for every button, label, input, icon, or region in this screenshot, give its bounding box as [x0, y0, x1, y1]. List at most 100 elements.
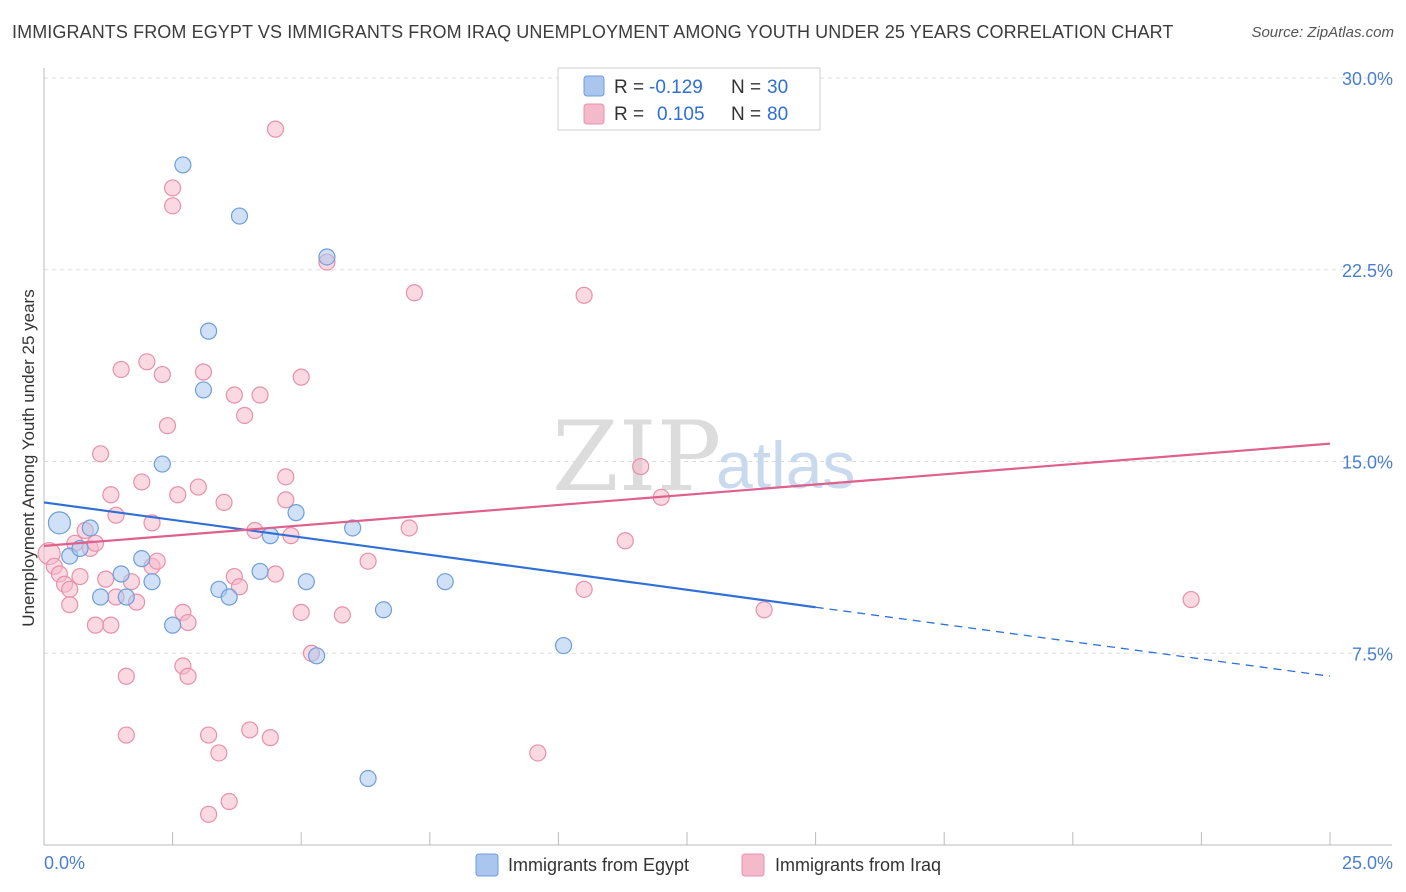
watermark-zip: ZIP: [552, 401, 721, 513]
egypt-point-15: [220, 588, 238, 606]
iraq-point-67: [575, 286, 593, 304]
iraq-point-73: [1182, 590, 1200, 609]
iraq-point-27: [148, 552, 166, 570]
iraq-point-58: [292, 368, 310, 386]
iraq-point-5: [61, 596, 79, 614]
iraq-point-37: [189, 478, 207, 496]
series-legend-label-egypt: Immigrants from Egypt: [508, 855, 689, 875]
egypt-point-9: [153, 455, 171, 473]
iraq-point-14: [102, 486, 120, 504]
legend-r-label-iraq: R =: [614, 104, 644, 125]
egypt-point-19: [287, 504, 305, 522]
y-tick-label-1: 15.0%: [1342, 453, 1393, 473]
series-legend-label-iraq: Immigrants from Iraq: [775, 855, 941, 875]
egypt-trend-line: [43, 501, 816, 609]
iraq-point-50: [251, 386, 269, 404]
y-tick-label-2: 22.5%: [1342, 261, 1393, 281]
iraq-point-69: [616, 532, 634, 550]
iraq-point-7: [71, 567, 89, 586]
egypt-point-6: [117, 588, 135, 606]
iraq-point-28: [153, 365, 171, 384]
iraq-point-41: [210, 744, 228, 762]
iraq-point-39: [200, 805, 218, 823]
chart-title: IMMIGRANTS FROM EGYPT VS IMMIGRANTS FROM…: [12, 22, 1174, 42]
iraq-trend-line: [43, 442, 1331, 547]
egypt-point-4: [91, 588, 110, 606]
iraq-point-11: [86, 616, 105, 634]
egypt-point-11: [174, 156, 192, 174]
egypt-point-22: [318, 248, 336, 266]
iraq-point-48: [241, 721, 259, 739]
legend-swatch-egypt: [583, 75, 605, 97]
iraq-point-65: [529, 744, 547, 762]
iraq-point-70: [632, 458, 650, 476]
grid-lines: [44, 77, 1392, 654]
iraq-point-55: [277, 491, 295, 509]
iraq-point-52: [266, 565, 285, 583]
egypt-trend-extension: [815, 606, 1331, 677]
x-tick-label-max: 25.0%: [1342, 853, 1393, 873]
egypt-point-7: [133, 550, 151, 568]
egypt-point-23: [344, 519, 362, 537]
legend-n-value-egypt: 30: [767, 77, 788, 98]
egypt-point-25: [374, 601, 393, 619]
iraq-point-20: [117, 726, 135, 744]
egypt-point-16: [230, 207, 249, 225]
iraq-point-29: [158, 417, 177, 435]
iraq-point-68: [575, 580, 593, 598]
iraq-point-54: [277, 468, 295, 486]
iraq-point-17: [107, 506, 125, 524]
iraq-point-46: [230, 578, 249, 596]
iraq-point-63: [400, 519, 418, 537]
legend-r-value-iraq: 0.105: [657, 104, 705, 125]
iraq-point-15: [102, 616, 120, 634]
egypt-point-18: [261, 527, 279, 545]
y-tick-labels: 7.5% 15.0% 22.5% 30.0%: [1342, 69, 1393, 664]
y-tick-label-3: 30.0%: [1342, 69, 1393, 89]
legend-n-label-iraq: N =: [731, 104, 761, 125]
legend-n-value-iraq: 80: [767, 104, 788, 125]
iraq-point-30: [164, 179, 182, 197]
iraq-point-42: [215, 493, 233, 512]
iraq-point-19: [117, 667, 135, 685]
egypt-point-17: [251, 562, 269, 581]
egypt-points: [47, 156, 573, 788]
egypt-point-24: [359, 769, 377, 788]
iraq-points: [37, 82, 1200, 823]
iraq-point-47: [236, 406, 254, 425]
iraq-point-51: [261, 729, 279, 747]
iraq-point-72: [755, 601, 773, 619]
egypt-point-10: [164, 616, 182, 634]
correlation-legend: R = -0.129 N = 30 R = 0.105 N = 80: [557, 67, 821, 131]
egypt-point-5: [112, 565, 130, 583]
iraq-point-62: [359, 552, 377, 570]
iraq-point-38: [194, 363, 213, 381]
iraq-point-18: [112, 360, 130, 379]
iraq-point-31: [164, 197, 182, 215]
iraq-point-53: [266, 120, 285, 138]
iraq-point-43: [220, 792, 238, 811]
egypt-point-13: [200, 322, 218, 340]
egypt-point-12: [194, 381, 213, 399]
egypt-point-8: [143, 573, 161, 591]
iraq-point-35: [179, 667, 197, 685]
iraq-point-32: [169, 486, 187, 504]
iraq-point-64: [405, 284, 423, 302]
egypt-point-20: [297, 573, 315, 591]
x-ticks: [43, 832, 1331, 845]
source-credit: Source: ZipAtlas.com: [1251, 24, 1394, 41]
series-legend: Immigrants from Egypt Immigrants from Ir…: [475, 853, 941, 877]
iraq-point-40: [200, 726, 218, 744]
iraq-point-45: [225, 386, 243, 404]
iraq-point-25: [143, 514, 161, 532]
x-tick-label-min: 0.0%: [44, 853, 85, 873]
iraq-point-23: [133, 473, 151, 491]
series-legend-swatch-iraq: [741, 853, 765, 877]
egypt-point-21: [308, 647, 326, 665]
y-axis-label: Unemployment Among Youth under 25 years: [19, 289, 38, 626]
iraq-point-24: [138, 353, 156, 371]
egypt-point-26: [436, 573, 454, 591]
y-tick-label-0: 7.5%: [1352, 644, 1393, 664]
legend-n-label-egypt: N =: [731, 77, 761, 98]
trend-lines: [43, 442, 1331, 677]
